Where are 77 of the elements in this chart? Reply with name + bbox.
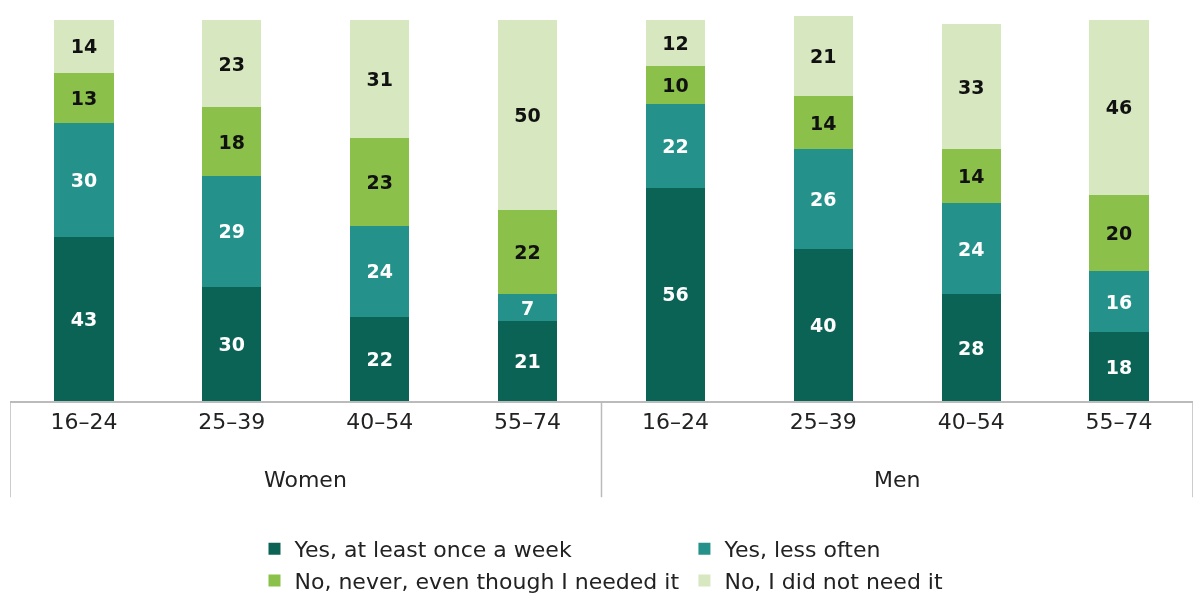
data-label: 7 — [520, 296, 535, 319]
data-label: 30 — [218, 332, 246, 355]
bar — [1089, 195, 1149, 272]
data-label: 50 — [514, 104, 541, 127]
data-label: 13 — [70, 86, 98, 109]
bar — [497, 210, 558, 295]
data-label: 29 — [218, 220, 246, 243]
data-label: 21 — [514, 349, 541, 372]
data-label: 12 — [662, 31, 689, 54]
data-label: 23 — [218, 52, 246, 75]
data-label: 33 — [957, 75, 985, 98]
data-label: 24 — [957, 237, 985, 260]
bar — [793, 16, 853, 97]
bar — [54, 122, 114, 238]
bar — [941, 202, 1001, 295]
data-label: 23 — [366, 170, 393, 193]
bar — [54, 73, 114, 123]
x-tick-label: 16–24 — [50, 409, 118, 435]
bar — [202, 19, 262, 108]
bar — [793, 248, 853, 401]
legend-label: Yes, less often — [723, 537, 881, 563]
bar — [497, 294, 558, 321]
bar — [941, 23, 1001, 150]
bar — [54, 237, 114, 401]
data-label: 20 — [1105, 222, 1133, 245]
bar — [202, 107, 262, 177]
data-label: 21 — [810, 45, 837, 68]
data-label: 10 — [662, 73, 689, 96]
x-tick-label: 55–74 — [1085, 409, 1153, 435]
bar — [350, 19, 410, 138]
data-label: 16 — [1105, 290, 1133, 313]
x-tick-label: 40–54 — [937, 409, 1005, 435]
bar — [350, 225, 410, 318]
data-label: 14 — [957, 165, 985, 188]
data-label: 14 — [810, 111, 837, 134]
data-label: 28 — [957, 336, 985, 359]
bar — [202, 286, 262, 401]
data-label: 26 — [810, 187, 837, 210]
data-label: 30 — [70, 168, 98, 191]
x-tick-label: 16–24 — [641, 409, 709, 435]
bar — [1089, 332, 1149, 401]
x-tick-label: 25–39 — [198, 409, 266, 435]
text: Women — [264, 467, 347, 492]
data-label: 43 — [70, 308, 98, 331]
bar — [941, 294, 1001, 401]
data-label: 14 — [70, 35, 98, 58]
x-tick-label: 55–74 — [494, 409, 562, 435]
data-label: 46 — [1105, 96, 1133, 119]
x-tick-label: 40–54 — [346, 409, 414, 435]
data-label: 18 — [218, 130, 246, 153]
data-label: 22 — [662, 134, 689, 157]
legend-label: No, I did not need it — [724, 569, 943, 595]
bar — [645, 103, 706, 188]
bar — [793, 96, 853, 150]
bar — [1089, 19, 1149, 196]
bar — [497, 320, 558, 401]
bar — [793, 149, 853, 249]
data-label: 56 — [662, 283, 689, 306]
bar — [350, 317, 410, 401]
x-tick-label: 25–39 — [789, 409, 857, 435]
data-label: 40 — [810, 313, 837, 336]
legend-label: Yes, at least once a week — [293, 537, 572, 563]
bar — [645, 19, 706, 66]
bar — [645, 187, 706, 401]
data-label: 22 — [366, 348, 393, 371]
bar — [54, 19, 114, 74]
legend-label: No, never, even though I needed it — [294, 569, 680, 595]
data-label: 31 — [366, 67, 393, 90]
bar — [350, 137, 410, 226]
bar — [941, 149, 1001, 203]
bar — [1089, 271, 1149, 333]
data-label: 22 — [514, 241, 541, 264]
data-label: 24 — [366, 260, 393, 283]
bar — [202, 176, 262, 287]
text: Men — [874, 467, 921, 492]
data-label: 18 — [1105, 355, 1133, 378]
bar — [497, 19, 558, 211]
